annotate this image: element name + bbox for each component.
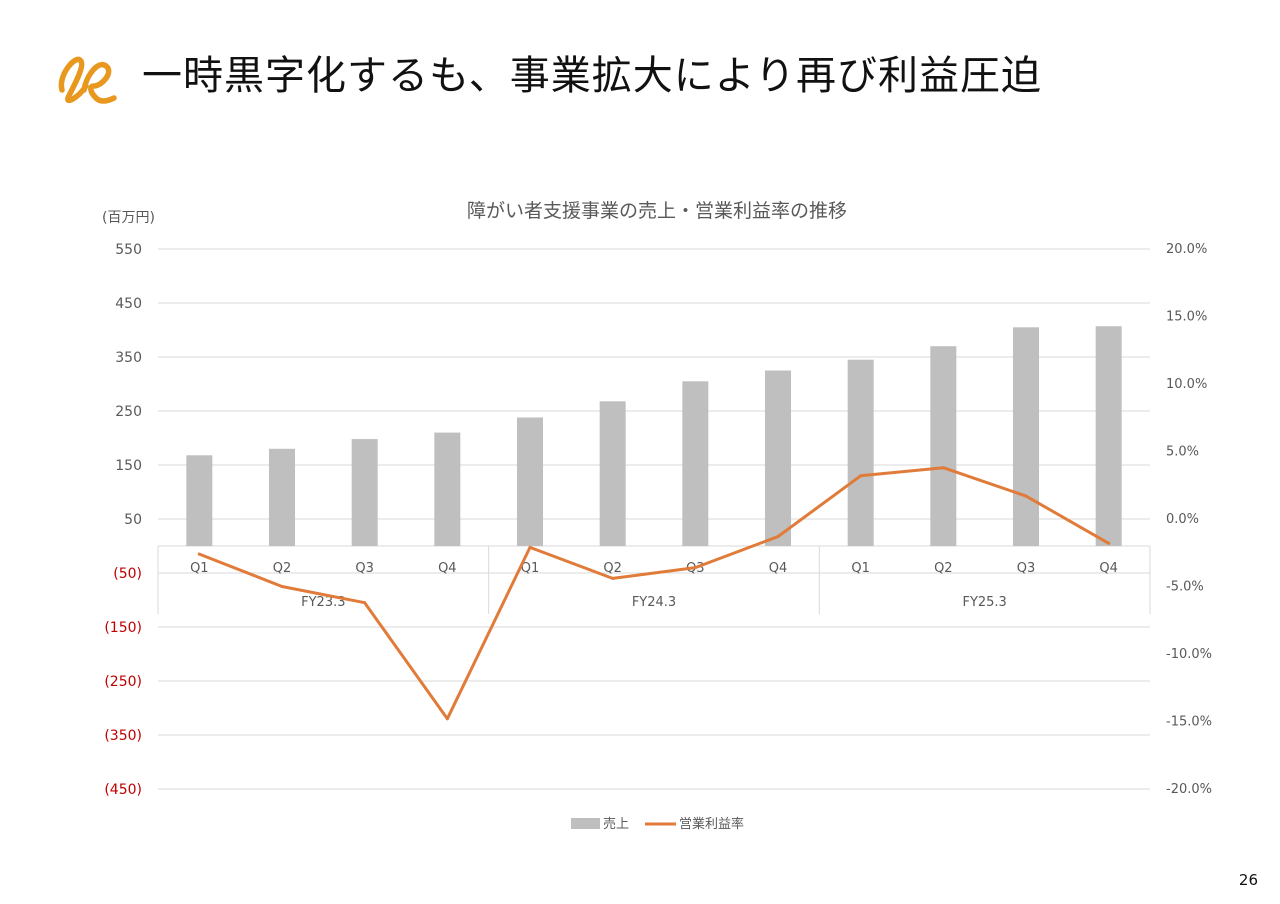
right-axis-ticks: 20.0% 15.0% 10.0% 5.0% 0.0% -5.0% -10.0% -15.0%… (1166, 242, 1212, 797)
category-label: Q2 (273, 561, 292, 576)
legend: 売上 営業利益率 (571, 816, 744, 832)
left-axis-ticks: 550 450 350 250 150 50 (50) (150) (250) (350) (450… (104, 242, 142, 798)
sales-bar (1013, 327, 1039, 546)
category-axis: Q1Q2Q3Q4Q1Q2Q3Q4Q1Q2Q3Q4FY23.3FY24.3FY25… (157, 546, 1151, 614)
slide-title: 一時黒字化するも、事業拡大により再び利益圧迫 (142, 53, 1042, 99)
sales-bar (682, 381, 709, 546)
operating-margin-point (611, 576, 615, 580)
sales-bar (351, 439, 378, 546)
sales-bar (517, 417, 543, 546)
category-label: Q4 (769, 561, 788, 576)
sales-bar (930, 346, 957, 546)
operating-margin-point (776, 535, 780, 539)
operating-margin-point (528, 545, 532, 549)
operating-margin-point (445, 717, 449, 721)
category-label: Q3 (355, 561, 374, 576)
sales-bar (269, 448, 295, 546)
right-tick-label: 20.0% (1166, 242, 1207, 257)
left-tick-label: 350 (115, 350, 142, 366)
operating-margin-point (197, 552, 201, 556)
left-tick-label: (350) (104, 728, 142, 744)
company-logo-icon (58, 56, 117, 104)
chart-title: 障がい者支援事業の売上・営業利益率の推移 (467, 200, 847, 222)
right-tick-label: 0.0% (1166, 512, 1199, 527)
category-label: Q1 (521, 561, 540, 576)
right-tick-label: -5.0% (1166, 580, 1204, 595)
left-tick-label: 550 (115, 242, 142, 258)
fiscal-year-label: FY25.3 (962, 595, 1006, 610)
operating-margin-series-line (197, 466, 1111, 721)
left-tick-label: 450 (115, 296, 142, 312)
sales-bar (765, 370, 791, 546)
left-tick-label: (50) (113, 566, 142, 582)
operating-margin-point (1024, 494, 1028, 498)
left-tick-label: 50 (124, 512, 142, 528)
right-tick-label: 10.0% (1166, 377, 1207, 392)
sales-bar (1095, 326, 1122, 546)
operating-margin-point (941, 466, 945, 470)
left-tick-label: (450) (104, 782, 142, 798)
right-tick-label: 15.0% (1166, 310, 1207, 325)
sales-bar (434, 432, 461, 546)
operating-margin-point (693, 566, 697, 570)
sales-bar (599, 401, 626, 546)
right-tick-label: -20.0% (1166, 782, 1212, 797)
category-label: Q4 (1099, 561, 1118, 576)
page-number: 26 (1238, 871, 1258, 889)
sales-bar (847, 359, 874, 546)
category-label: Q4 (438, 561, 457, 576)
operating-margin-point (280, 585, 284, 588)
category-label: Q2 (603, 561, 622, 576)
right-tick-label: 5.0% (1166, 445, 1199, 460)
right-tick-label: -10.0% (1166, 647, 1212, 662)
category-label: Q2 (934, 561, 953, 576)
left-tick-label: 150 (115, 458, 142, 474)
left-axis-unit: (百万円) (102, 210, 155, 226)
fiscal-year-label: FY23.3 (301, 595, 345, 610)
left-tick-label: (150) (104, 620, 142, 636)
legend-sales-swatch (571, 818, 600, 829)
gridlines (158, 248, 1150, 790)
category-label: Q1 (190, 561, 209, 576)
sales-bar (186, 455, 213, 546)
legend-margin-label: 営業利益率 (679, 816, 744, 832)
category-label: Q3 (1017, 561, 1036, 576)
category-label: Q1 (851, 561, 870, 576)
right-tick-label: -15.0% (1166, 715, 1212, 730)
operating-margin-point (859, 474, 863, 478)
left-tick-label: 250 (115, 404, 142, 420)
sales-bars (186, 326, 1122, 546)
operating-margin-line (197, 466, 1111, 721)
legend-sales-label: 売上 (603, 816, 629, 832)
operating-margin-point (363, 601, 367, 605)
fiscal-year-label: FY24.3 (632, 595, 676, 610)
left-tick-label: (250) (104, 674, 142, 690)
operating-margin-point (1107, 541, 1111, 545)
